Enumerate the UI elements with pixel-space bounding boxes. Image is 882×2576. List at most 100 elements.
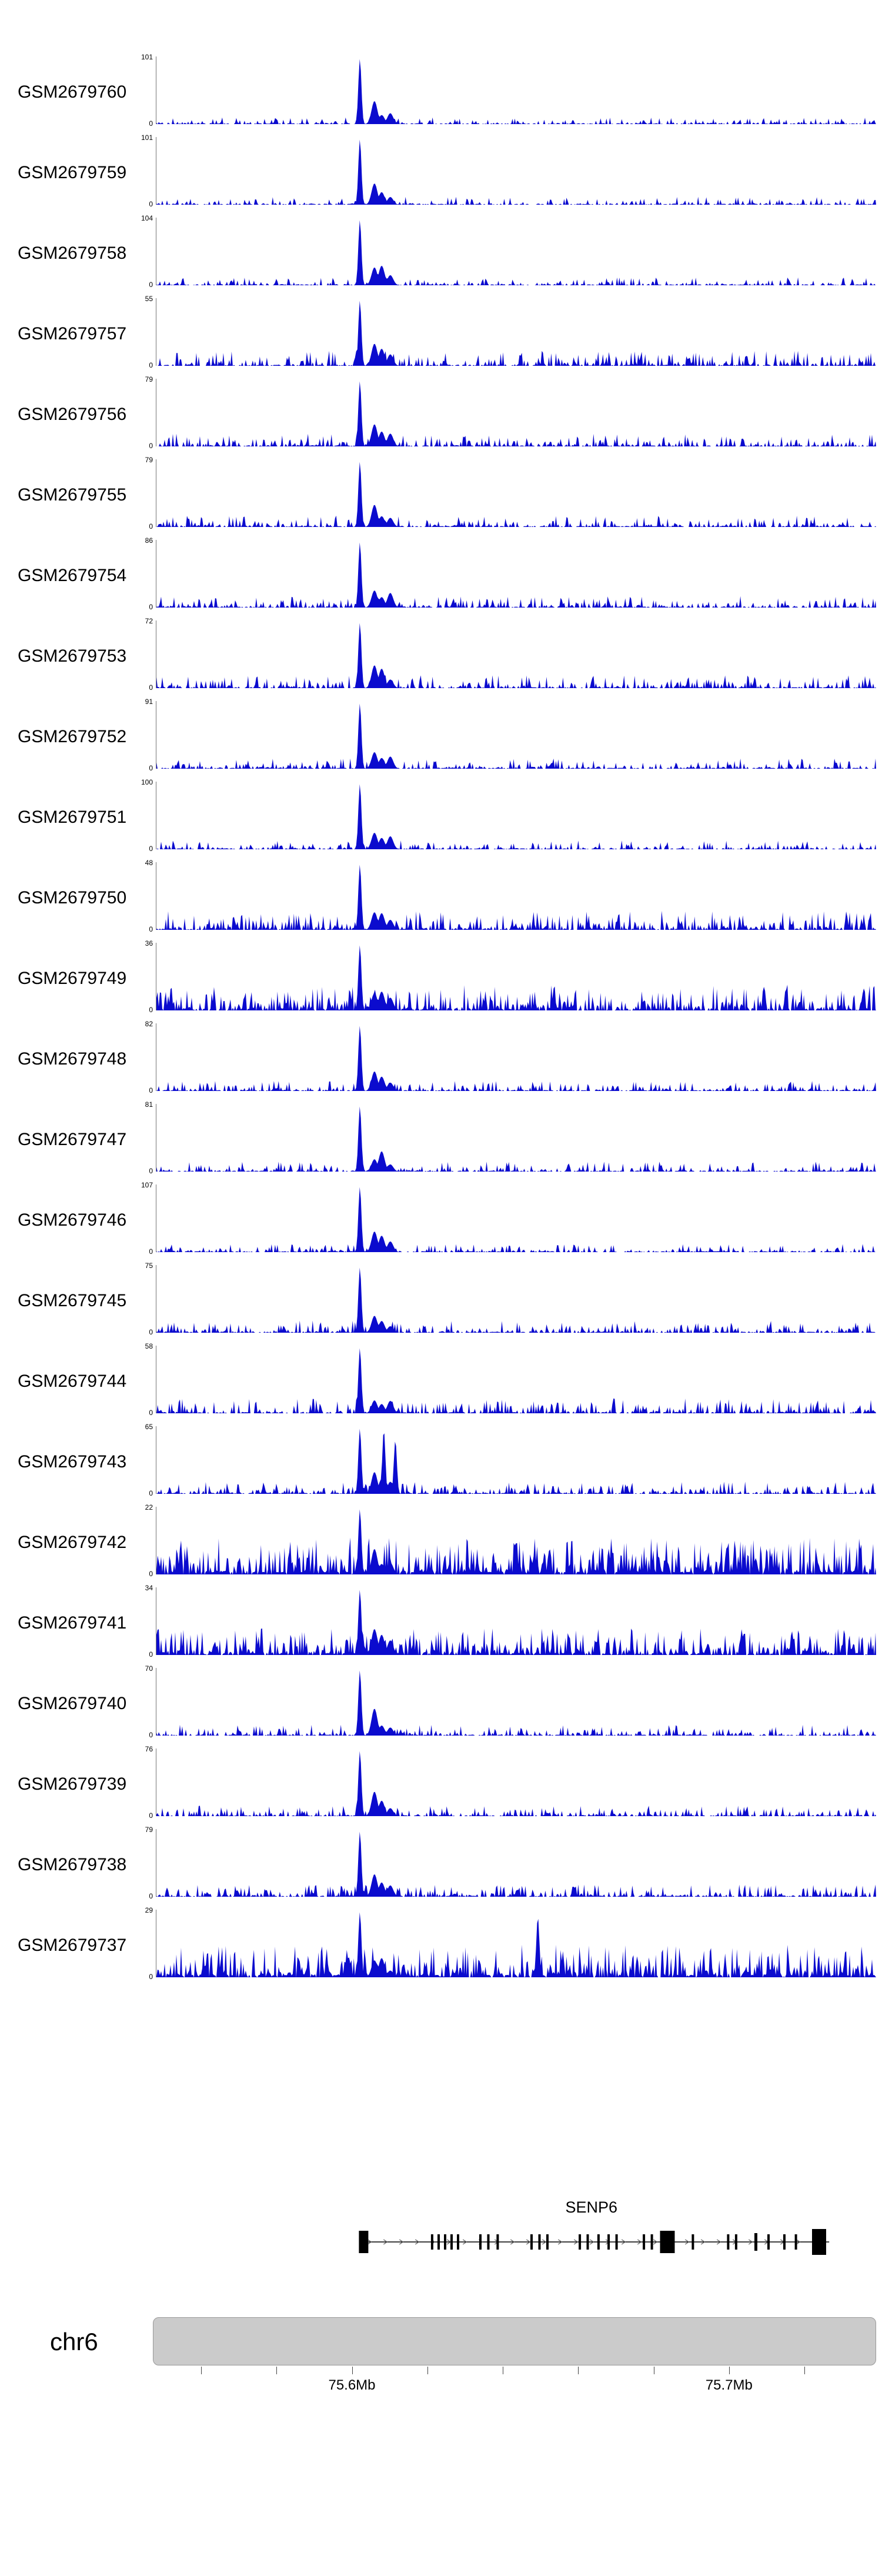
- strand-arrow-icon: [383, 2239, 388, 2245]
- track-ybase-label: 0: [149, 1811, 153, 1820]
- coverage-area: [156, 220, 876, 285]
- track-row: GSM2679753 72 0: [0, 616, 882, 696]
- axis-tick: [729, 2367, 730, 2374]
- coverage-signal: [156, 1026, 876, 1091]
- track-ybase-label: 0: [149, 1650, 153, 1659]
- gene-model: [359, 2229, 830, 2255]
- coverage-signal: [156, 1590, 876, 1655]
- gene-exon: [444, 2234, 446, 2250]
- strand-arrow-icon: [622, 2239, 626, 2245]
- track-row: GSM2679749 36 0: [0, 938, 882, 1019]
- strand-arrow-icon: [542, 2239, 547, 2245]
- track-label: GSM2679751: [18, 807, 127, 827]
- strand-arrow-icon: [653, 2239, 658, 2245]
- gene-exon: [457, 2234, 459, 2250]
- track-row: GSM2679758 104 0: [0, 213, 882, 293]
- coverage-signal: [156, 1187, 876, 1252]
- gene-exon: [359, 2231, 369, 2253]
- coverage-area: [156, 1670, 876, 1736]
- track-ymax-label: 55: [145, 295, 153, 303]
- coverage-plot: 72 0: [145, 618, 876, 691]
- coverage-plot: 82 0: [145, 1020, 876, 1094]
- strand-arrow-icon: [463, 2239, 467, 2245]
- track-label: GSM2679739: [18, 1774, 127, 1794]
- coverage-plot: 36 0: [145, 940, 876, 1013]
- track-label: GSM2679760: [18, 82, 127, 102]
- track-ybase-label: 0: [149, 1731, 153, 1739]
- gene-exon: [643, 2234, 646, 2250]
- track-label: GSM2679759: [18, 162, 127, 182]
- strand-arrow-icon: [796, 2239, 801, 2245]
- coverage-plot: 58 0: [145, 1343, 876, 1416]
- strand-arrow-icon: [510, 2239, 515, 2245]
- coverage-area: [156, 1429, 876, 1494]
- gene-exon: [586, 2234, 589, 2250]
- coverage-signal: [156, 1670, 876, 1736]
- coverage-plot: 34 0: [145, 1584, 876, 1658]
- coverage-signal: [156, 623, 876, 688]
- coverage-area: [156, 1106, 876, 1172]
- track-row: GSM2679744 58 0: [0, 1341, 882, 1422]
- gene-exon: [579, 2234, 582, 2250]
- track-row: GSM2679752 91 0: [0, 696, 882, 777]
- coverage-signal: [156, 381, 876, 446]
- track-label: GSM2679744: [18, 1371, 127, 1391]
- track-ybase-label: 0: [149, 683, 153, 692]
- track-row: GSM2679756 79 0: [0, 374, 882, 455]
- coverage-signal: [156, 1267, 876, 1333]
- coverage-signal: [156, 1348, 876, 1413]
- track-ybase-label: 0: [149, 522, 153, 530]
- track-ymax-label: 100: [141, 778, 153, 786]
- track-ymax-label: 29: [145, 1906, 153, 1914]
- track-ymax-label: 65: [145, 1423, 153, 1431]
- track-label: GSM2679753: [18, 646, 127, 666]
- strand-arrow-icon: [526, 2239, 531, 2245]
- gene-exon: [794, 2234, 797, 2250]
- track-ybase-label: 0: [149, 361, 153, 369]
- coverage-plot: 91 0: [145, 698, 876, 772]
- strand-arrow-icon: [701, 2239, 706, 2245]
- coverage-plot: 55 0: [145, 295, 876, 369]
- track-row: GSM2679747 81 0: [0, 1099, 882, 1180]
- genome-axis: 75.6Mb 75.7Mb: [156, 2367, 876, 2402]
- coverage-area: [156, 542, 876, 608]
- coverage-plot: 79 0: [145, 376, 876, 449]
- coverage-plot: 76 0: [145, 1746, 876, 1819]
- track-row: GSM2679750 48 0: [0, 857, 882, 938]
- track-row: GSM2679754 86 0: [0, 535, 882, 616]
- coverage-area: [156, 703, 876, 769]
- gene-exon: [437, 2234, 440, 2250]
- track-ymax-label: 79: [145, 1826, 153, 1834]
- track-ymax-label: 79: [145, 375, 153, 383]
- gene-exon: [615, 2234, 618, 2250]
- coverage-signal: [156, 462, 876, 527]
- track-label: GSM2679752: [18, 726, 127, 746]
- strand-arrow-icon: [368, 2239, 372, 2245]
- coverage-signal: [156, 1509, 876, 1574]
- gene-exon: [650, 2234, 653, 2250]
- coverage-signal: [156, 784, 876, 849]
- track-label: GSM2679740: [18, 1693, 127, 1713]
- track-row: GSM2679760 101 0: [0, 52, 882, 132]
- track-ymax-label: 75: [145, 1262, 153, 1270]
- coverage-plot: 79 0: [145, 456, 876, 530]
- track-ymax-label: 72: [145, 617, 153, 625]
- coverage-signal: [156, 139, 876, 205]
- strand-arrow-icon: [637, 2239, 642, 2245]
- coverage-plot: 48 0: [145, 859, 876, 933]
- track-label: GSM2679757: [18, 323, 127, 343]
- track-row: GSM2679757 55 0: [0, 293, 882, 374]
- gene-exon: [607, 2234, 610, 2250]
- gene-exon: [530, 2234, 533, 2250]
- track-ybase-label: 0: [149, 1570, 153, 1578]
- track-label: GSM2679737: [18, 1935, 127, 1955]
- track-ymax-label: 86: [145, 536, 153, 545]
- gene-exon: [783, 2234, 786, 2250]
- gene-exon: [660, 2231, 675, 2253]
- coverage-area: [156, 865, 876, 930]
- track-ybase-label: 0: [149, 1973, 153, 1981]
- strand-arrow-icon: [574, 2239, 579, 2245]
- coverage-area: [156, 784, 876, 849]
- coverage-plot: 104 0: [141, 215, 876, 288]
